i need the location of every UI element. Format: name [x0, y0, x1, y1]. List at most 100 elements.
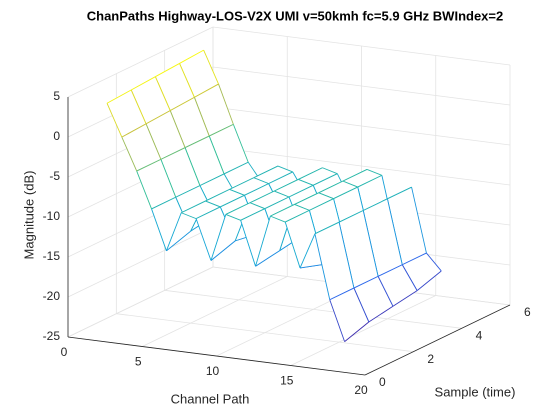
mesh-edge [155, 63, 180, 78]
mesh-face [209, 124, 249, 174]
mesh-edge [255, 250, 280, 267]
mesh-face [185, 136, 225, 186]
mesh-edge [362, 210, 379, 277]
mesh-face [249, 191, 289, 209]
mesh-edge [169, 110, 186, 148]
z-tick-label: -20 [43, 289, 61, 303]
mesh-edge [181, 212, 197, 220]
mesh-edge [294, 204, 310, 211]
mesh-edge [299, 233, 316, 269]
mesh-edge [329, 287, 355, 301]
mesh-edge [195, 206, 221, 220]
mesh-edge [225, 202, 251, 215]
mesh-edge [333, 186, 358, 200]
mesh-edge [154, 76, 171, 111]
mesh-edge [277, 165, 293, 173]
mesh-edge [386, 198, 403, 265]
mesh-edge [165, 212, 182, 251]
grid-line [67, 26, 214, 98]
mesh-edge [298, 167, 323, 180]
z-tick-label: 5 [53, 89, 60, 103]
mesh-edge [353, 275, 379, 289]
mesh-face [170, 97, 210, 148]
z-axis-label: Magnitude (dB) [21, 171, 36, 260]
mesh-edge [426, 252, 442, 272]
mesh-edge [288, 184, 314, 198]
x-tick-label: 0 [61, 345, 68, 359]
mesh-face [387, 187, 427, 265]
mesh-edge [387, 186, 412, 200]
mesh-edge [299, 263, 325, 269]
x-tick-label: 5 [135, 355, 142, 369]
mesh-face [298, 167, 338, 186]
mesh-edge [249, 190, 275, 204]
mesh-edge [363, 198, 388, 211]
mesh-edge [145, 123, 162, 160]
mesh-edge [357, 174, 383, 188]
mesh-edge [392, 290, 418, 307]
mesh-face [314, 222, 354, 300]
mesh-face [205, 189, 245, 207]
mesh-edge [205, 188, 230, 202]
grid-line [116, 313, 414, 353]
mesh-face [363, 198, 403, 277]
mesh-edge [175, 185, 201, 198]
mesh-edge [229, 177, 254, 190]
grid-line [164, 289, 462, 329]
mesh-edge [342, 180, 358, 188]
y-axis-label: Sample (time) [435, 384, 516, 399]
mesh-edge [270, 204, 295, 217]
mesh-edge [270, 215, 286, 223]
mesh-face [229, 177, 269, 196]
grid-line [142, 276, 288, 347]
mesh-edge [121, 123, 147, 138]
mesh-edge [136, 170, 152, 210]
z-tick-label: -10 [43, 209, 61, 223]
x-tick-label: 15 [280, 374, 294, 388]
mesh-edge [160, 159, 177, 198]
mesh-face [225, 202, 265, 221]
mesh-edge [184, 147, 201, 186]
mesh-edge [130, 76, 156, 91]
y-tick-label: 2 [427, 352, 434, 366]
mesh-edge [253, 177, 269, 185]
mesh-edge [195, 218, 212, 261]
y-tick-label: 6 [524, 305, 531, 319]
mesh-face [253, 166, 293, 184]
mesh-edge [249, 202, 265, 210]
mesh-edge [240, 220, 256, 267]
mesh-edge [298, 179, 314, 186]
mesh-edge [268, 171, 293, 185]
z-tick-label: -5 [49, 169, 60, 183]
mesh-edge [130, 89, 147, 125]
mesh-face [160, 147, 200, 198]
mesh-edge [106, 103, 123, 138]
grid-line [67, 226, 214, 298]
mesh-edge [203, 49, 219, 85]
mesh-edge [284, 221, 301, 269]
mesh-edge [106, 89, 132, 104]
mesh-edge [309, 198, 334, 211]
mesh-edge [342, 169, 368, 182]
mesh-edge [210, 240, 236, 261]
mesh-edge [151, 208, 167, 251]
mesh-edge [314, 221, 340, 235]
mesh-edge [199, 173, 225, 187]
mesh-face [329, 288, 369, 342]
mesh-edge [136, 158, 162, 172]
mesh-face [339, 210, 379, 289]
mesh-edge [184, 135, 210, 149]
mesh-edge [181, 200, 206, 214]
mesh-edge [194, 83, 219, 98]
grid-line [67, 266, 214, 338]
mesh-edge [264, 196, 290, 210]
x-axis-label: Channel Path [171, 391, 250, 406]
mesh-face [342, 169, 382, 188]
mesh-edge [145, 110, 171, 125]
mesh-edge [322, 167, 338, 175]
mesh-edge [318, 192, 334, 200]
mesh-edge [179, 49, 204, 64]
mesh-edge [151, 196, 176, 210]
mesh-edge [193, 97, 210, 137]
mesh-face [294, 192, 334, 211]
